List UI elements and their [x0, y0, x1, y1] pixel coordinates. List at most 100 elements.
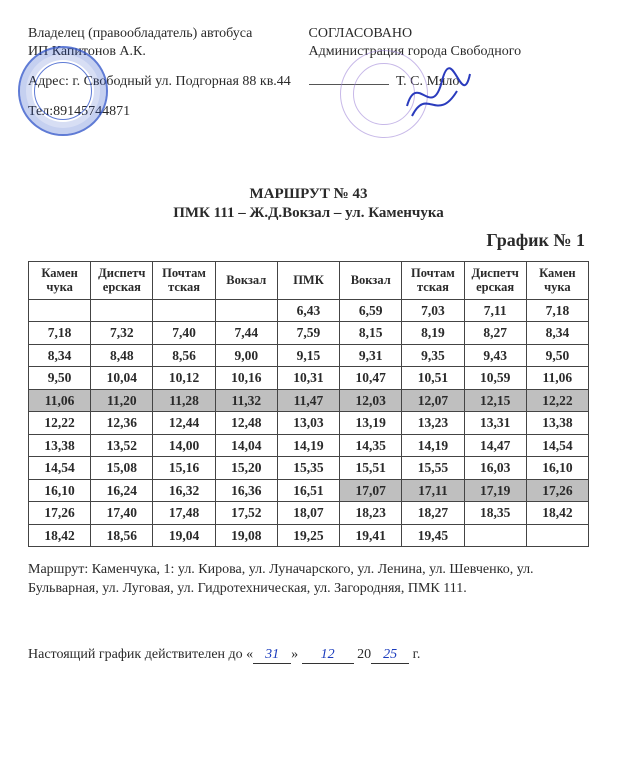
valid-mid1: » — [291, 647, 298, 662]
route-description: Маршрут: Каменчука, 1: ул. Кирова, ул. Л… — [28, 561, 589, 599]
table-cell: 17,52 — [215, 502, 277, 525]
table-cell — [29, 299, 91, 322]
table-cell: 15,20 — [215, 457, 277, 480]
table-cell: 13,03 — [277, 412, 339, 435]
valid-until: Настоящий график действителен до «31» 12… — [28, 647, 589, 664]
table-cell: 11,32 — [215, 389, 277, 412]
table-row: 18,4218,5619,0419,0819,2519,4119,45 — [29, 524, 589, 547]
table-cell: 14,19 — [402, 434, 464, 457]
table-row: 11,0611,2011,2811,3211,4712,0312,0712,15… — [29, 389, 589, 412]
table-cell: 18,42 — [526, 502, 588, 525]
table-cell: 11,20 — [91, 389, 153, 412]
signature-line — [309, 84, 389, 85]
table-cell — [464, 524, 526, 547]
table-cell: 10,16 — [215, 367, 277, 390]
table-header-cell: Почтамтская — [402, 262, 464, 300]
table-cell: 15,51 — [340, 457, 402, 480]
table-row: 13,3813,5214,0014,0414,1914,3514,1914,47… — [29, 434, 589, 457]
table-cell: 14,54 — [526, 434, 588, 457]
table-cell: 8,48 — [91, 344, 153, 367]
table-cell: 12,15 — [464, 389, 526, 412]
table-cell: 16,51 — [277, 479, 339, 502]
table-cell: 19,04 — [153, 524, 215, 547]
table-cell: 10,04 — [91, 367, 153, 390]
table-row: 12,2212,3612,4412,4813,0313,1913,2313,31… — [29, 412, 589, 435]
table-cell: 15,35 — [277, 457, 339, 480]
valid-day: 31 — [253, 647, 291, 664]
table-cell: 14,19 — [277, 434, 339, 457]
route-name: ПМК 111 – Ж.Д.Вокзал – ул. Каменчука — [28, 205, 589, 222]
valid-suffix: г. — [413, 647, 421, 662]
table-cell: 8,34 — [526, 322, 588, 345]
table-cell: 12,36 — [91, 412, 153, 435]
table-cell: 14,47 — [464, 434, 526, 457]
signer-line: Т. С. Мяло — [309, 74, 590, 90]
table-cell: 14,54 — [29, 457, 91, 480]
table-header-cell: Диспетчерская — [91, 262, 153, 300]
table-cell: 9,50 — [29, 367, 91, 390]
table-cell: 12,44 — [153, 412, 215, 435]
signer-name: Т. С. Мяло — [396, 74, 459, 89]
table-cell: 17,26 — [29, 502, 91, 525]
table-header-row: КаменчукаДиспетчерскаяПочтамтскаяВокзалП… — [29, 262, 589, 300]
table-cell: 14,00 — [153, 434, 215, 457]
table-cell: 7,44 — [215, 322, 277, 345]
table-cell: 7,59 — [277, 322, 339, 345]
table-row: 14,5415,0815,1615,2015,3515,5115,5516,03… — [29, 457, 589, 480]
table-cell: 17,19 — [464, 479, 526, 502]
table-header-cell: ПМК — [277, 262, 339, 300]
table-cell: 18,27 — [402, 502, 464, 525]
table-cell: 11,28 — [153, 389, 215, 412]
table-cell: 13,38 — [29, 434, 91, 457]
valid-prefix: Настоящий график действителен до « — [28, 647, 253, 662]
owner-line: Владелец (правообладатель) автобуса — [28, 26, 309, 42]
table-cell: 13,23 — [402, 412, 464, 435]
table-cell — [526, 524, 588, 547]
table-body: 6,436,597,037,117,187,187,327,407,447,59… — [29, 299, 589, 547]
valid-mid2: 20 — [357, 647, 371, 662]
table-row: 7,187,327,407,447,598,158,198,278,34 — [29, 322, 589, 345]
table-cell: 16,32 — [153, 479, 215, 502]
table-cell: 8,19 — [402, 322, 464, 345]
table-cell: 12,22 — [526, 389, 588, 412]
approval-block: СОГЛАСОВАНО Администрация города Свободн… — [309, 24, 590, 122]
table-row: 6,436,597,037,117,18 — [29, 299, 589, 322]
owner-block: Владелец (правообладатель) автобуса ИП К… — [28, 24, 309, 122]
owner-tel: Тел:89145744871 — [28, 104, 309, 120]
table-cell: 10,47 — [340, 367, 402, 390]
table-cell: 17,26 — [526, 479, 588, 502]
table-header-cell: Каменчука — [526, 262, 588, 300]
table-cell: 7,18 — [526, 299, 588, 322]
table-cell: 18,23 — [340, 502, 402, 525]
table-cell: 11,06 — [29, 389, 91, 412]
table-cell: 19,41 — [340, 524, 402, 547]
valid-month: 12 — [302, 647, 354, 664]
table-cell: 11,06 — [526, 367, 588, 390]
schedule-number: График № 1 — [28, 230, 585, 251]
table-cell: 16,24 — [91, 479, 153, 502]
table-cell: 11,47 — [277, 389, 339, 412]
table-cell: 15,08 — [91, 457, 153, 480]
table-header-cell: Вокзал — [340, 262, 402, 300]
table-cell: 8,27 — [464, 322, 526, 345]
table-cell: 7,32 — [91, 322, 153, 345]
table-cell: 12,22 — [29, 412, 91, 435]
table-cell: 10,59 — [464, 367, 526, 390]
table-cell: 16,36 — [215, 479, 277, 502]
table-cell: 12,48 — [215, 412, 277, 435]
table-row: 8,348,488,569,009,159,319,359,439,50 — [29, 344, 589, 367]
route-number: МАРШРУТ № 43 — [28, 186, 589, 203]
table-cell: 9,15 — [277, 344, 339, 367]
table-cell: 7,11 — [464, 299, 526, 322]
table-cell: 18,35 — [464, 502, 526, 525]
table-cell: 13,19 — [340, 412, 402, 435]
table-cell: 14,04 — [215, 434, 277, 457]
table-cell: 16,03 — [464, 457, 526, 480]
table-header-cell: Каменчука — [29, 262, 91, 300]
header: Владелец (правообладатель) автобуса ИП К… — [28, 24, 589, 122]
table-cell: 9,35 — [402, 344, 464, 367]
table-cell — [153, 299, 215, 322]
owner-ip: ИП Капитонов А.К. — [28, 44, 309, 60]
table-header-cell: Почтамтская — [153, 262, 215, 300]
valid-year: 25 — [371, 647, 409, 664]
